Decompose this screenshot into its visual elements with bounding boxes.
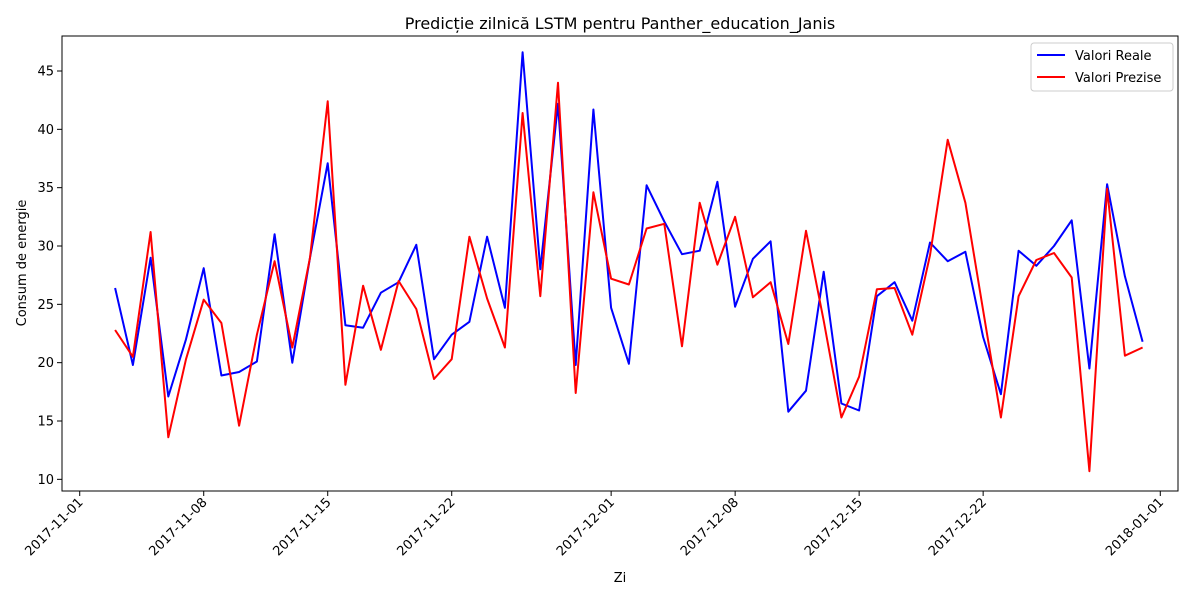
series-line-real [114, 51, 1144, 413]
y-axis: 10 15 20 25 30 35 40 45 [37, 65, 62, 488]
y-tick-label: 45 [37, 65, 54, 80]
x-tick-label: 2017-12-01 [554, 495, 618, 559]
legend: Valori Reale Valori Prezise [1030, 42, 1174, 92]
plot-area [114, 51, 1144, 473]
chart-title: Predicție zilnică LSTM pentru Panther_ed… [405, 14, 836, 34]
x-tick-label: 2017-11-22 [395, 495, 459, 559]
x-tick-label: 2017-11-08 [147, 495, 211, 559]
legend-label-predicted: Valori Prezise [1075, 71, 1161, 86]
y-tick-label: 25 [37, 298, 54, 313]
x-tick-label: 2017-11-15 [271, 495, 335, 559]
plot-frame [61, 35, 1179, 492]
y-tick-label: 15 [37, 415, 54, 430]
x-tick-label: 2017-12-15 [802, 495, 866, 559]
y-tick-label: 35 [37, 181, 54, 196]
legend-label-real: Valori Reale [1075, 49, 1152, 64]
y-tick-label: 30 [37, 240, 54, 255]
y-tick-label: 10 [37, 473, 54, 488]
x-tick-label: 2018-01-01 [1103, 495, 1167, 559]
x-tick-label: 2017-12-22 [926, 495, 990, 559]
x-tick-label: 2017-12-08 [678, 495, 742, 559]
series-line-predicted [114, 81, 1144, 473]
legend-box [1030, 42, 1174, 92]
y-axis-label: Consum de energie [15, 200, 30, 327]
x-axis-label: Zi [614, 571, 627, 586]
y-tick-label: 40 [37, 123, 54, 138]
y-tick-label: 20 [37, 356, 54, 371]
x-axis: 2017-11-01 2017-11-08 2017-11-15 2017-11-22… [23, 491, 1167, 559]
x-tick-label: 2017-11-01 [23, 495, 87, 559]
